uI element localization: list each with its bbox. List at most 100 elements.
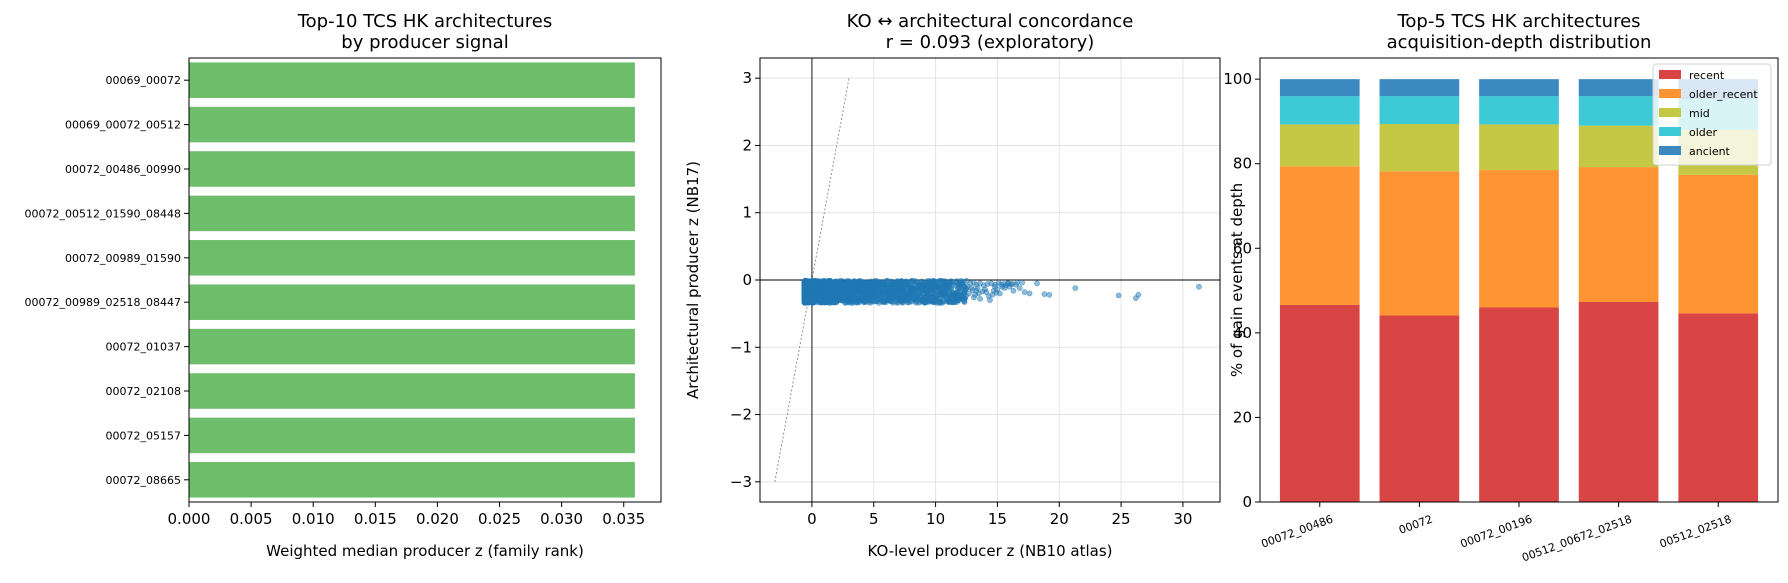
plot-frame — [759, 57, 1221, 503]
y-tick-label: 00072_00486_00990 — [65, 163, 181, 176]
scatter-point — [992, 281, 998, 288]
scatter-point — [835, 293, 842, 299]
bar-segment-older-00072 — [1379, 96, 1460, 124]
scatter-point — [1072, 285, 1079, 291]
plot-frame — [188, 57, 662, 503]
bar-segment-older_recent-00072_00196 — [1479, 170, 1559, 308]
scatter-point — [919, 290, 926, 297]
scatter-point — [808, 294, 815, 300]
scatter-point — [850, 293, 857, 300]
scatter-point — [966, 290, 972, 297]
scatter-point — [953, 282, 959, 289]
x-tick-label: 00072_00486 — [1259, 513, 1334, 551]
y-tick-label: 00072_00512_01590_08448 — [25, 207, 181, 220]
scatter-point — [883, 277, 890, 284]
x-tick-label: 25 — [1112, 510, 1131, 528]
scatter-point — [900, 297, 906, 304]
y-tick-label: −1 — [730, 338, 752, 356]
bar-segment-older-00072_00196 — [1479, 96, 1559, 125]
scatter-point — [901, 282, 907, 289]
plot-frame — [1259, 57, 1779, 503]
panel-depth-distribution: 00072_00486 00072 00072_0019600512_00672_0… — [1223, 11, 1779, 565]
x-tick-label: 0.030 — [540, 510, 583, 528]
scatter-point — [971, 294, 977, 301]
scatter-point — [890, 291, 897, 297]
chart-title-line-1: by producer signal — [341, 32, 508, 53]
scatter-point — [1008, 281, 1014, 287]
x-tick-label: 00512_00672_02518 — [1520, 513, 1633, 565]
scatter-point — [874, 285, 881, 292]
scatter-point — [866, 294, 873, 301]
scatter-point — [881, 294, 888, 301]
scatter-point — [813, 292, 820, 299]
x-tick-label: 10 — [926, 510, 945, 528]
scatter-point — [825, 292, 832, 298]
scatter-point — [1196, 283, 1202, 290]
x-axis-label: KO-level producer z (NB10 atlas) — [867, 542, 1112, 560]
scatter-point — [1016, 285, 1023, 291]
y-tick-label: 60 — [1233, 239, 1252, 257]
scatter-point — [941, 282, 948, 289]
scatter-point — [842, 279, 849, 286]
scatter-point — [1041, 291, 1048, 297]
scatter-point — [811, 279, 817, 286]
bar-segment-older_recent-00512_02518 — [1678, 174, 1759, 314]
bar-segment-recent-00072 — [1379, 315, 1460, 502]
y-tick-label: 00072_08665 — [106, 474, 182, 487]
scatter-point — [860, 285, 867, 292]
scatter-point — [949, 299, 956, 306]
legend-label-older_recent: older_recent — [1689, 88, 1758, 101]
bar-segment-older-00072_00486 — [1279, 96, 1360, 125]
bar-segment-mid-00072_00486 — [1279, 124, 1360, 167]
scatter-point — [951, 292, 958, 299]
bar-segment-ancient-00072_00196 — [1479, 79, 1559, 97]
scatter-point — [817, 283, 824, 290]
x-tick-label: 30 — [1173, 510, 1192, 528]
bar-segment-mid-00072_00196 — [1479, 124, 1559, 171]
x-tick-label: 15 — [988, 510, 1007, 528]
scatter-point — [894, 280, 901, 287]
x-tick-label: 0.035 — [602, 510, 645, 528]
scatter-point — [822, 280, 829, 287]
bar-segment-ancient-00072_00486 — [1279, 79, 1360, 97]
scatter-point — [919, 296, 926, 303]
legend-box — [1652, 63, 1772, 166]
y-axis-label: Architectural producer z (NB17) — [684, 161, 702, 399]
bar-segment-older_recent-00072 — [1379, 171, 1460, 316]
scatter-point — [849, 280, 855, 287]
scatter-point — [843, 292, 850, 298]
x-tick-label: 0.025 — [478, 510, 521, 528]
scatter-point — [828, 295, 835, 302]
scatter-point — [927, 295, 934, 302]
x-axis-label: Weighted median producer z (family rank) — [266, 542, 584, 560]
scatter-point — [958, 279, 964, 286]
bar-00069_00072 — [189, 62, 635, 98]
x-tick-label: 0.015 — [354, 510, 397, 528]
x-tick-label: 0 — [807, 510, 817, 528]
legend-label-recent: recent — [1689, 69, 1725, 82]
legend-label-mid: mid — [1689, 107, 1710, 120]
bar-00069_00072_00512 — [189, 106, 635, 143]
panel-producer-signal: 00069_00072 00069_00072_00512 00072_00486_… — [25, 11, 662, 560]
legend-label-ancient: ancient — [1689, 145, 1731, 158]
scatter-point — [941, 290, 947, 297]
scatter-point — [857, 278, 864, 285]
panel-concordance: 0 5 10 15 20 25 30 −3 −2 −1 0 1 2 3 KO ↔ architectural… — [684, 11, 1221, 560]
legend-swatch-mid — [1659, 108, 1681, 117]
scatter-point — [863, 299, 869, 305]
legend-swatch-recent — [1659, 70, 1681, 79]
y-tick-label: 3 — [742, 69, 752, 87]
y-tick-label: 20 — [1233, 408, 1252, 426]
x-tick-label: 00072 — [1397, 513, 1434, 537]
chart-title-line-1: acquisition-depth distribution — [1387, 32, 1652, 53]
chart-title-line-0: KO ↔ architectural concordance — [847, 11, 1134, 32]
legend-swatch-ancient — [1659, 146, 1681, 155]
y-tick-label: 100 — [1223, 70, 1252, 88]
x-tick-label: 0.010 — [292, 510, 335, 528]
bar-segment-older_recent-00072_00486 — [1279, 166, 1360, 305]
y-tick-label: 80 — [1233, 155, 1252, 173]
bar-segment-mid-00072 — [1379, 123, 1460, 172]
chart-title-line-1: r = 0.093 (exploratory) — [886, 32, 1095, 53]
